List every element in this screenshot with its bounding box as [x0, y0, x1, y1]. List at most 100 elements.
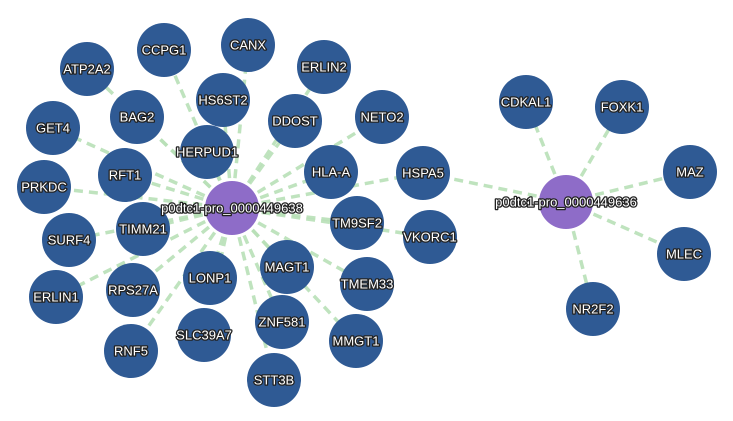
- node-label: STT3B: [254, 373, 294, 388]
- node-label: RNF5: [114, 344, 148, 359]
- node-label: TMEM33: [341, 277, 394, 292]
- node-label: CDKAL1: [501, 95, 552, 110]
- protein-node-maz[interactable]: MAZ: [663, 145, 717, 199]
- node-label: GET4: [36, 121, 70, 136]
- protein-node-ddost[interactable]: DDOST: [268, 94, 322, 148]
- node-label: RFT1: [109, 168, 142, 183]
- node-circle: [98, 148, 152, 202]
- node-label: MAZ: [676, 165, 704, 180]
- protein-node-get4[interactable]: GET4: [26, 101, 80, 155]
- hub-node-hub1[interactable]: p0dtc1-pro_0000449638: [160, 181, 304, 235]
- node-circle: [137, 23, 191, 77]
- node-label: CANX: [230, 38, 266, 53]
- protein-node-ccpg1[interactable]: CCPG1: [137, 23, 191, 77]
- node-label: HS6ST2: [198, 93, 247, 108]
- node-circle: [663, 145, 717, 199]
- node-circle: [340, 257, 394, 311]
- protein-node-hspa5[interactable]: HSPA5: [396, 146, 450, 200]
- node-label: RPS27A: [108, 283, 158, 298]
- node-circle: [196, 73, 250, 127]
- node-label: LONP1: [189, 271, 232, 286]
- node-label: p0dtc1-pro_0000449638: [161, 201, 303, 216]
- protein-node-erlin1[interactable]: ERLIN1: [29, 270, 83, 324]
- protein-node-rnf5[interactable]: RNF5: [104, 324, 158, 378]
- node-circle: [183, 251, 237, 305]
- protein-node-lonp1[interactable]: LONP1: [183, 251, 237, 305]
- node-circle: [247, 353, 301, 407]
- node-label: HSPA5: [402, 166, 444, 181]
- node-label: ATP2A2: [63, 62, 110, 77]
- node-circle: [396, 146, 450, 200]
- protein-node-hs6st2[interactable]: HS6ST2: [196, 73, 250, 127]
- node-circle: [29, 270, 83, 324]
- protein-node-herpud1[interactable]: HERPUD1: [175, 125, 239, 179]
- node-label: ERLIN2: [301, 60, 347, 75]
- node-label: p0dtc1-pro_0000449636: [495, 195, 637, 210]
- node-circle: [329, 314, 383, 368]
- protein-node-neto2[interactable]: NETO2: [355, 90, 409, 144]
- protein-node-surf4[interactable]: SURF4: [42, 213, 96, 267]
- node-circle: [268, 94, 322, 148]
- node-circle: [255, 295, 309, 349]
- node-label: NETO2: [360, 110, 403, 125]
- edge-hub1-erlin2: [230, 66, 326, 209]
- node-circle: [106, 263, 160, 317]
- node-circle: [595, 80, 649, 134]
- node-circle: [104, 324, 158, 378]
- node-label: SLC39A7: [176, 328, 232, 343]
- node-circle: [205, 181, 259, 235]
- node-label: MLEC: [666, 247, 702, 262]
- node-label: HERPUD1: [176, 145, 238, 160]
- node-label: BAG2: [120, 110, 155, 125]
- protein-node-tmem33[interactable]: TMEM33: [339, 257, 395, 311]
- protein-node-rps27a[interactable]: RPS27A: [106, 263, 160, 317]
- node-label: FOXK1: [601, 100, 644, 115]
- protein-node-prkdc[interactable]: PRKDC: [17, 160, 71, 214]
- node-label: TM9SF2: [332, 216, 382, 231]
- protein-node-mmgt1[interactable]: MMGT1: [329, 314, 383, 368]
- protein-node-znf581[interactable]: ZNF581: [255, 295, 309, 349]
- protein-node-canx[interactable]: CANX: [221, 18, 275, 72]
- node-circle: [403, 210, 457, 264]
- protein-node-mlec[interactable]: MLEC: [657, 227, 711, 281]
- protein-node-bag2[interactable]: BAG2: [110, 90, 164, 144]
- node-circle: [180, 125, 234, 179]
- protein-node-cdkal1[interactable]: CDKAL1: [499, 75, 553, 129]
- protein-node-hla-a[interactable]: HLA-A: [304, 145, 358, 199]
- protein-node-foxk1[interactable]: FOXK1: [595, 80, 649, 134]
- edge-hub1-ccpg1: [162, 49, 234, 209]
- node-label: ERLIN1: [33, 290, 79, 305]
- node-label: PRKDC: [21, 180, 67, 195]
- protein-node-vkorc1[interactable]: VKORC1: [402, 210, 458, 264]
- protein-node-rft1[interactable]: RFT1: [98, 148, 152, 202]
- node-circle: [539, 175, 593, 229]
- node-circle: [304, 145, 358, 199]
- protein-node-tm9sf2[interactable]: TM9SF2: [330, 196, 384, 250]
- node-circle: [60, 42, 114, 96]
- node-label: VKORC1: [403, 230, 456, 245]
- protein-node-erlin2[interactable]: ERLIN2: [297, 40, 351, 94]
- protein-node-timm21[interactable]: TIMM21: [116, 202, 170, 256]
- node-circle: [42, 213, 96, 267]
- node-circle: [297, 40, 351, 94]
- node-label: ZNF581: [259, 315, 306, 330]
- node-label: MMGT1: [333, 334, 380, 349]
- node-circle: [499, 75, 553, 129]
- node-circle: [260, 240, 314, 294]
- node-layer: CCPG1 CANX ATP2A2 ERLIN2 HS6ST2 BAG2 DDOST NETO…: [17, 18, 717, 407]
- hub-node-hub2[interactable]: p0dtc1-pro_0000449636: [494, 175, 638, 229]
- protein-node-stt3b[interactable]: STT3B: [247, 353, 301, 407]
- node-circle: [17, 160, 71, 214]
- node-circle: [657, 227, 711, 281]
- protein-node-magt1[interactable]: MAGT1: [260, 240, 314, 294]
- protein-node-slc39a7[interactable]: SLC39A7: [175, 308, 233, 362]
- edge-hub1-canx: [230, 44, 250, 209]
- protein-node-atp2a2[interactable]: ATP2A2: [60, 42, 114, 96]
- node-circle: [110, 90, 164, 144]
- node-circle: [116, 202, 170, 256]
- node-label: SURF4: [48, 233, 91, 248]
- node-label: HLA-A: [312, 165, 351, 180]
- protein-node-nr2f2[interactable]: NR2F2: [566, 282, 620, 336]
- node-circle: [221, 18, 275, 72]
